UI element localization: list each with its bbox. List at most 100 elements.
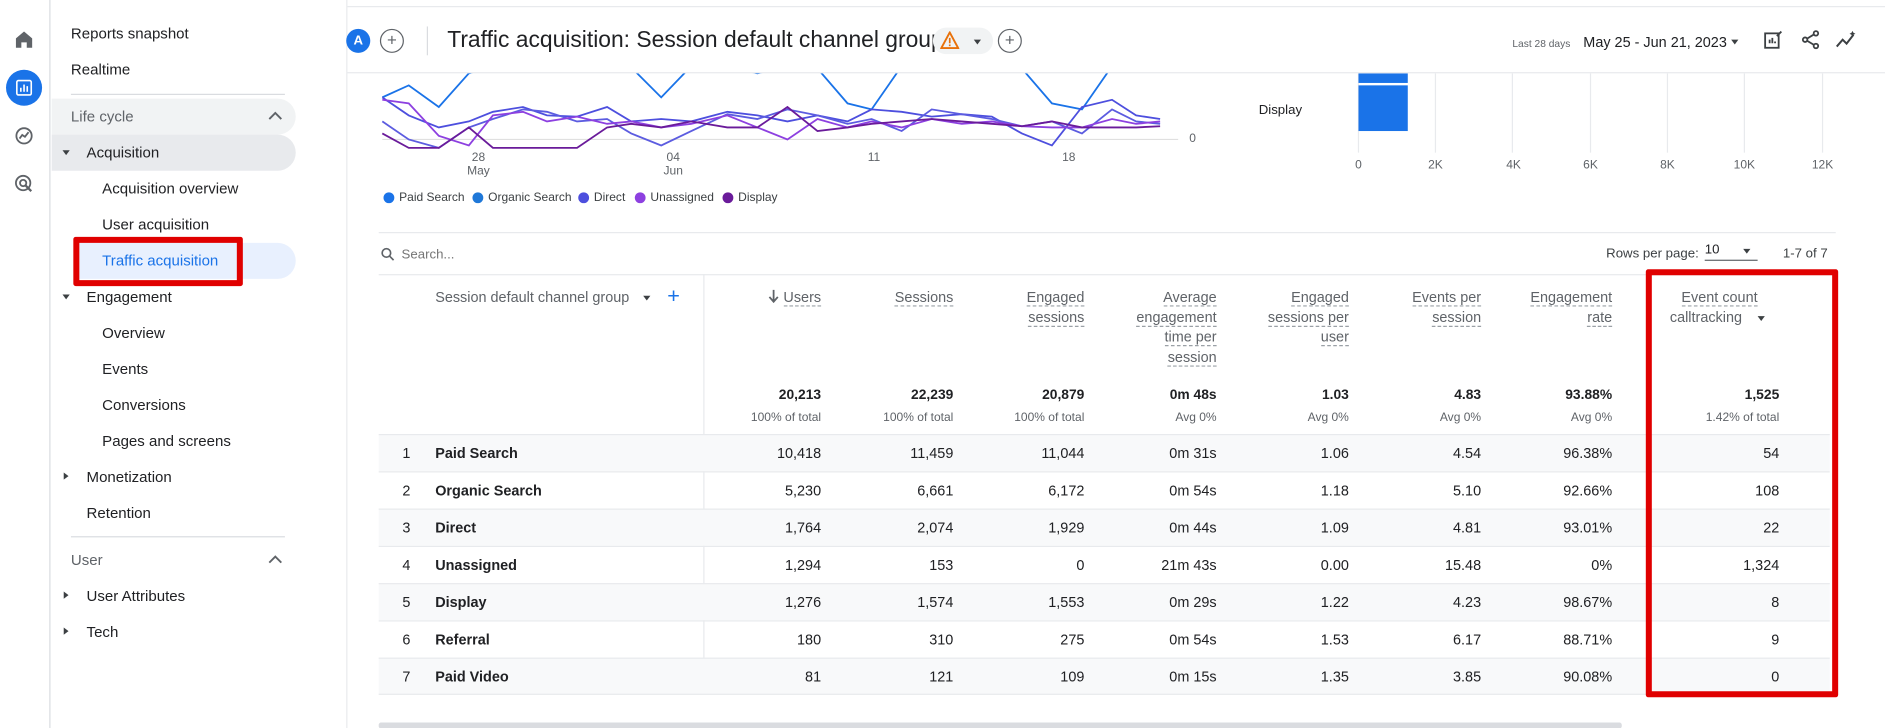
table-row[interactable]: 6 Referral 180 310 275 0m 54s 1.53 6.17 … [378,620,1830,657]
column-header-label: engagement [1136,308,1217,327]
rows-per-page-select[interactable]: 10 [1704,243,1758,261]
bar-x-tick: 8K [1660,158,1675,172]
cell-engaged-sessions: 1,553 [1048,593,1085,611]
legend-item-direct[interactable]: Direct [578,191,625,204]
horizontal-scrollbar[interactable] [378,722,1622,728]
channel-name[interactable]: Paid Search [435,444,518,462]
cell-users: 81 [805,668,822,686]
legend-item-unassigned[interactable]: Unassigned [634,191,714,205]
add-filter-icon[interactable]: + [997,28,1022,53]
nav-tech[interactable]: Tech [86,623,119,641]
channel-name[interactable]: Display [435,593,487,611]
dimension-header[interactable]: Session default channel group [435,288,630,306]
nav-retention[interactable]: Retention [86,504,151,522]
date-range-picker[interactable]: May 25 - Jun 21, 2023 [1583,33,1727,51]
insights-icon[interactable] [1835,29,1859,51]
legend-item-display[interactable]: Display [722,191,778,204]
cell-engaged-sessions-per-user: 1.35 [1320,668,1349,686]
column-header-engaged-sessions-per-user[interactable]: Engaged sessions per user [1241,287,1349,347]
cell-sessions: 11,459 [910,444,954,462]
nav-monetization[interactable]: Monetization [86,468,172,486]
table-row[interactable]: 1 Paid Search 10,418 11,459 11,044 0m 31… [378,433,1830,472]
legend-label: Unassigned [650,191,714,205]
table-row[interactable]: 4 Unassigned 1,294 153 0 21m 43s 0.00 15… [378,545,1830,583]
nav-reports-snapshot[interactable]: Reports snapshot [70,25,189,43]
cell-users: 1,276 [784,593,822,611]
column-header-users[interactable]: Users [724,287,822,307]
nav-user-acquisition[interactable]: User acquisition [102,216,210,234]
cell-sessions: 1,574 [917,593,954,611]
cell-engagement-rate: 0% [1591,556,1613,574]
channel-name[interactable]: Direct [435,519,477,537]
column-header-engagement-rate[interactable]: Engagement rate [1504,287,1613,327]
cell-avg-engagement-time: 0m 15s [1169,668,1217,686]
row-index: 4 [402,556,411,574]
customize-report-icon[interactable] [1762,29,1784,51]
channel-name[interactable]: Organic Search [435,482,542,499]
legend-label: Direct [593,191,626,205]
caret-down-icon[interactable] [62,294,70,300]
nav-pages-and-screens[interactable]: Pages and screens [102,432,231,450]
bar-x-tick: 0 [1355,158,1362,172]
nav-traffic-acquisition[interactable]: Traffic acquisition [102,252,219,270]
home-icon[interactable] [6,22,42,58]
channel-name[interactable]: Paid Video [435,668,509,686]
cell-engaged-sessions-per-user: 1.18 [1320,482,1349,499]
explore-icon[interactable] [6,118,42,154]
legend-label: Paid Search [399,191,465,205]
caret-down-icon[interactable] [1757,316,1765,321]
caret-right-icon[interactable] [63,591,69,599]
data-quality-chip[interactable] [932,27,994,55]
column-header-label: user [1320,328,1349,347]
nav-events[interactable]: Events [102,360,149,378]
row-index: 2 [402,482,411,499]
advertising-icon[interactable] [6,166,42,202]
user-section-label[interactable]: User [70,551,103,569]
cell-events-per-session: 4.81 [1453,519,1482,537]
legend-label: Organic Search [488,191,572,205]
nav-realtime[interactable]: Realtime [70,61,131,79]
channel-name[interactable]: Referral [435,631,490,648]
column-header-engaged-sessions[interactable]: Engaged sessions [976,287,1085,327]
cell-engaged-sessions-per-user: 1.22 [1320,593,1349,611]
nav-conversions[interactable]: Conversions [102,396,186,414]
nav-engagement[interactable]: Engagement [86,288,172,306]
cell-engaged-sessions: 0 [1076,556,1085,574]
table-row[interactable]: 3 Direct 1,764 2,074 1,929 0m 44s 1.09 4… [378,508,1830,546]
caret-right-icon[interactable] [63,627,69,635]
cell-avg-engagement-time: 0m 54s [1169,482,1217,499]
reports-icon[interactable] [6,69,43,106]
cell-engaged-sessions: 1,929 [1048,519,1085,537]
nav-acquisition[interactable]: Acquisition [86,144,160,162]
column-header-label: session [1432,308,1482,327]
legend-item-organic-search[interactable]: Organic Search [472,191,572,205]
legend-item-paid-search[interactable]: Paid Search [383,191,465,205]
caret-down-icon[interactable] [643,295,651,301]
caret-down-icon[interactable] [62,150,70,156]
nav-user-attributes[interactable]: User Attributes [86,587,186,605]
comparison-avatar[interactable]: A [346,28,371,53]
channel-name[interactable]: Unassigned [435,556,517,574]
chevron-up-icon[interactable] [268,554,282,564]
caret-right-icon[interactable] [63,472,69,480]
column-header-event-count[interactable]: Event count [1660,287,1758,307]
event-filter-select[interactable]: calltracking [1670,309,1742,326]
chevron-up-icon[interactable] [268,111,282,121]
lifecycle-section-label[interactable]: Life cycle [70,108,134,126]
table-row[interactable]: 2 Organic Search 5,230 6,661 6,172 0m 54… [378,471,1830,508]
add-dimension-icon[interactable]: + [667,283,680,308]
table-row[interactable]: 7 Paid Video 81 121 109 0m 15s 1.35 3.85… [378,657,1830,695]
column-header-sessions[interactable]: Sessions [848,287,953,307]
cell-users: 1,294 [784,556,822,574]
table-row[interactable]: 5 Display 1,276 1,574 1,553 0m 29s 1.22 … [378,583,1830,621]
table-search-input[interactable] [401,244,763,266]
nav-engagement-overview[interactable]: Overview [102,324,165,342]
caret-down-icon[interactable] [1731,39,1739,45]
add-comparison-icon[interactable]: + [379,28,404,53]
row-index: 6 [402,631,411,648]
column-header-events-per-session[interactable]: Events per session [1373,287,1482,327]
column-header-avg-engagement-time[interactable]: Average engagement time per session [1108,287,1217,367]
share-icon[interactable] [1800,29,1822,51]
cell-event-count: 8 [1771,593,1780,611]
nav-acquisition-overview[interactable]: Acquisition overview [102,180,239,198]
